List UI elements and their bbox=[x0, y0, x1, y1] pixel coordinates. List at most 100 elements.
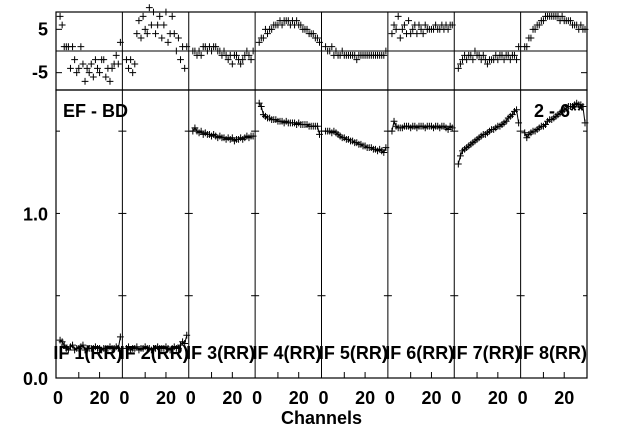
phase-point bbox=[172, 47, 180, 55]
phase-point bbox=[515, 43, 523, 51]
amplitude-point bbox=[448, 124, 456, 132]
phase-point bbox=[152, 30, 159, 38]
chart-text: 5-51.00.00 20 0 20 0 20 0 20 0 20 0 20 0 20 0 20Channel… bbox=[23, 19, 587, 428]
phase-point bbox=[139, 12, 147, 20]
phase-point bbox=[85, 69, 93, 77]
x-tick-label: 20 bbox=[554, 388, 574, 408]
phase-point bbox=[224, 56, 232, 64]
phase-point bbox=[73, 69, 81, 77]
phase-tick-label: -5 bbox=[32, 63, 48, 83]
phase-point bbox=[197, 51, 205, 59]
phase-point bbox=[71, 56, 79, 64]
x-tick-label: 0 bbox=[451, 388, 461, 408]
x-tick-label: 20 bbox=[156, 388, 176, 408]
phase-point bbox=[112, 51, 120, 59]
phase-point bbox=[577, 21, 585, 29]
phase-point bbox=[133, 30, 141, 38]
amplitude-tick-label: 1.0 bbox=[23, 204, 48, 224]
phase-point bbox=[316, 38, 323, 46]
amplitude-point bbox=[513, 106, 520, 114]
phase-point bbox=[297, 21, 305, 29]
phase-point bbox=[278, 21, 286, 29]
phase-point bbox=[332, 47, 340, 55]
x-tick-label: 0 bbox=[318, 388, 328, 408]
phase-point bbox=[469, 56, 477, 64]
amplitude-point bbox=[457, 152, 464, 160]
phase-point bbox=[158, 34, 166, 42]
x-tick-label: 0 bbox=[385, 388, 395, 408]
phase-point bbox=[531, 25, 539, 33]
phase-point bbox=[484, 60, 491, 68]
phase-point bbox=[69, 43, 76, 51]
phase-point bbox=[175, 34, 182, 42]
x-tick-label: 0 bbox=[186, 388, 196, 408]
phase-point bbox=[390, 21, 398, 29]
amplitude-point bbox=[249, 132, 257, 140]
phase-point bbox=[208, 47, 215, 55]
amplitude-point bbox=[515, 119, 523, 127]
phase-point bbox=[309, 30, 317, 38]
amplitude-point bbox=[390, 117, 398, 125]
x-tick-label: 20 bbox=[488, 388, 508, 408]
phase-point bbox=[75, 64, 83, 72]
phase-point bbox=[380, 51, 388, 59]
phase-point bbox=[145, 4, 153, 12]
phase-point bbox=[264, 30, 271, 38]
phase-point bbox=[581, 25, 589, 33]
phase-point bbox=[239, 56, 247, 64]
phase-point bbox=[125, 64, 132, 72]
panel-label: IF 8(RR) bbox=[518, 343, 587, 363]
phase-point bbox=[56, 12, 64, 20]
phase-point bbox=[407, 30, 415, 38]
phase-point bbox=[220, 47, 228, 55]
phase-point bbox=[94, 64, 101, 72]
amplitude-point bbox=[181, 340, 189, 347]
phase-point bbox=[237, 60, 245, 68]
phase-point bbox=[540, 17, 547, 25]
phase-tick-label: 5 bbox=[38, 19, 48, 39]
phase-point bbox=[243, 47, 251, 55]
panel-frames bbox=[55, 11, 588, 379]
phase-point bbox=[409, 25, 417, 33]
amplitude-point bbox=[257, 103, 265, 110]
phase-point bbox=[212, 43, 220, 51]
panel-label: IF 7(RR) bbox=[452, 343, 521, 363]
phase-point bbox=[228, 60, 236, 68]
panel-label: IF 6(RR) bbox=[385, 343, 454, 363]
x-tick-label: 20 bbox=[222, 388, 242, 408]
phase-point bbox=[417, 25, 425, 33]
amplitude-point bbox=[314, 122, 321, 130]
phase-point bbox=[100, 56, 108, 64]
phase-point bbox=[137, 34, 145, 42]
phase-point bbox=[511, 51, 518, 59]
phase-point bbox=[102, 73, 110, 81]
phase-point bbox=[471, 47, 479, 55]
phase-point bbox=[181, 64, 189, 72]
amplitude-point bbox=[579, 103, 587, 110]
panel-label: IF 1(RR) bbox=[53, 343, 122, 363]
panel-label: IF 5(RR) bbox=[319, 343, 388, 363]
amplitude-point bbox=[380, 149, 388, 156]
phase-point bbox=[129, 69, 137, 77]
amplitude-point bbox=[316, 131, 323, 138]
phase-point bbox=[303, 25, 311, 33]
phase-point bbox=[183, 43, 191, 51]
x-axis-label: Channels bbox=[281, 408, 362, 428]
phase-point bbox=[96, 69, 103, 77]
phase-point bbox=[494, 56, 502, 64]
phase-point bbox=[513, 56, 520, 64]
amplitude-point bbox=[521, 129, 529, 137]
phase-point bbox=[106, 77, 114, 85]
x-tick-label: 0 bbox=[119, 388, 129, 408]
phase-point bbox=[268, 25, 276, 33]
phase-point bbox=[479, 51, 487, 59]
phase-point bbox=[131, 60, 139, 68]
phase-point bbox=[150, 8, 157, 16]
amplitude-point bbox=[382, 144, 390, 151]
phase-point bbox=[160, 21, 168, 29]
phase-point bbox=[177, 56, 184, 64]
phase-point bbox=[89, 73, 97, 81]
phase-point bbox=[448, 21, 456, 29]
